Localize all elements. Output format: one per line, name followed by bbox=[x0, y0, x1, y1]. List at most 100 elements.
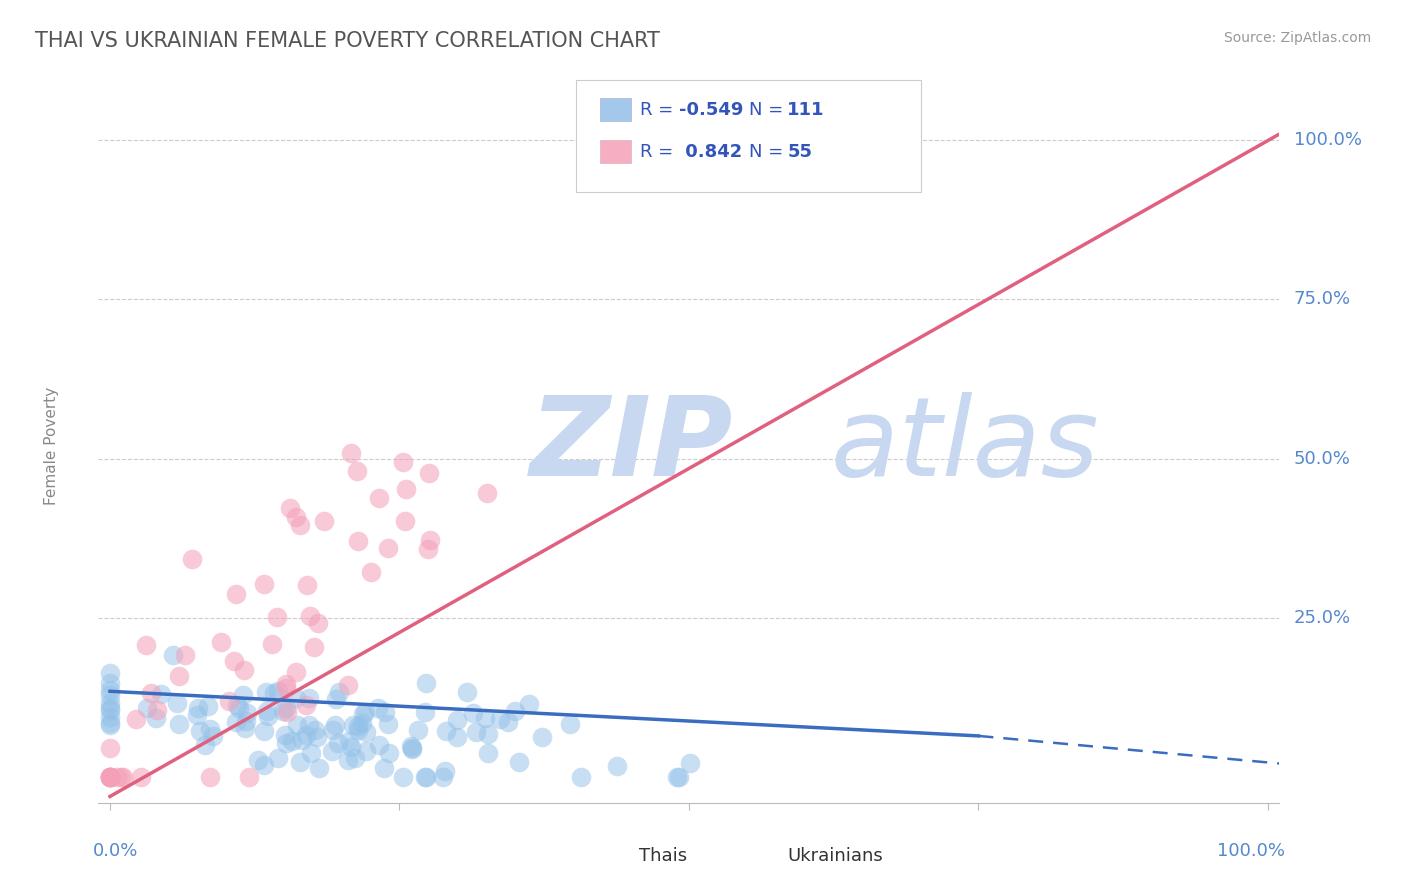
Point bbox=[281, 733, 304, 747]
Point bbox=[560, 716, 582, 731]
Point bbox=[569, 770, 592, 784]
Text: R =: R = bbox=[640, 101, 679, 119]
Point bbox=[517, 697, 540, 711]
Point bbox=[360, 566, 382, 580]
Point bbox=[328, 685, 350, 699]
Point bbox=[253, 577, 276, 591]
Point bbox=[352, 706, 374, 721]
Point bbox=[312, 515, 335, 529]
Point bbox=[401, 742, 423, 756]
Point bbox=[394, 514, 416, 528]
Point bbox=[463, 706, 485, 720]
Point bbox=[434, 723, 457, 738]
Text: -0.549: -0.549 bbox=[679, 101, 744, 119]
FancyBboxPatch shape bbox=[754, 847, 780, 865]
Text: ZIP: ZIP bbox=[530, 392, 733, 500]
Point bbox=[256, 709, 278, 723]
Point bbox=[416, 542, 439, 557]
Point bbox=[336, 752, 359, 766]
Point bbox=[167, 669, 190, 683]
Point bbox=[323, 717, 346, 731]
Text: 55: 55 bbox=[787, 143, 813, 161]
Point bbox=[98, 696, 121, 710]
Point bbox=[238, 770, 260, 784]
Point bbox=[321, 744, 343, 758]
Point bbox=[477, 486, 499, 500]
Point bbox=[260, 637, 283, 651]
Point bbox=[413, 770, 436, 784]
Point bbox=[337, 733, 360, 747]
Text: 0.0%: 0.0% bbox=[93, 842, 138, 860]
Point bbox=[367, 700, 389, 714]
Point bbox=[477, 727, 499, 741]
Point bbox=[162, 648, 184, 663]
Point bbox=[307, 730, 329, 744]
Point bbox=[505, 705, 527, 719]
Point bbox=[274, 728, 297, 742]
Point bbox=[247, 753, 270, 767]
FancyBboxPatch shape bbox=[606, 847, 633, 865]
Point bbox=[347, 723, 370, 738]
Point bbox=[209, 635, 232, 649]
Point bbox=[378, 746, 401, 760]
Point bbox=[285, 665, 308, 680]
Text: Thais: Thais bbox=[640, 847, 688, 865]
Point bbox=[299, 746, 322, 760]
Point bbox=[328, 736, 350, 750]
Point bbox=[267, 751, 290, 765]
Point bbox=[98, 703, 121, 717]
Point bbox=[98, 682, 121, 697]
Point bbox=[434, 764, 457, 779]
Text: Source: ZipAtlas.com: Source: ZipAtlas.com bbox=[1223, 31, 1371, 45]
Point bbox=[135, 639, 157, 653]
Point bbox=[322, 723, 344, 738]
Text: 75.0%: 75.0% bbox=[1294, 291, 1351, 309]
Point bbox=[253, 723, 276, 738]
Point bbox=[377, 717, 399, 731]
Point bbox=[98, 715, 121, 730]
Point bbox=[274, 701, 297, 715]
Point bbox=[290, 733, 312, 747]
Point bbox=[297, 691, 319, 706]
Point bbox=[401, 740, 423, 755]
Point bbox=[98, 770, 121, 784]
Point bbox=[150, 687, 173, 701]
Point bbox=[295, 727, 318, 741]
Point bbox=[288, 755, 311, 769]
Point bbox=[464, 724, 486, 739]
Point bbox=[280, 501, 302, 516]
Point bbox=[232, 688, 254, 702]
Point bbox=[419, 533, 441, 548]
Point bbox=[367, 491, 389, 505]
Point bbox=[98, 710, 121, 724]
Point bbox=[112, 770, 135, 784]
Point bbox=[256, 704, 278, 718]
Text: atlas: atlas bbox=[831, 392, 1099, 500]
Point bbox=[446, 714, 468, 728]
Point bbox=[392, 455, 415, 469]
Point bbox=[477, 746, 499, 760]
Point bbox=[124, 712, 146, 726]
Point bbox=[666, 770, 689, 784]
Point bbox=[354, 705, 377, 719]
Text: 100.0%: 100.0% bbox=[1294, 131, 1361, 149]
Point bbox=[377, 541, 399, 555]
Point bbox=[105, 770, 128, 784]
Point bbox=[668, 770, 690, 784]
Point bbox=[374, 705, 396, 719]
Point bbox=[456, 685, 478, 699]
Point bbox=[285, 717, 308, 731]
Point bbox=[235, 706, 257, 720]
Point bbox=[225, 714, 247, 729]
Text: N =: N = bbox=[749, 101, 789, 119]
Text: 50.0%: 50.0% bbox=[1294, 450, 1351, 467]
Point bbox=[530, 730, 553, 744]
Point bbox=[356, 744, 378, 758]
Point bbox=[187, 701, 209, 715]
Point bbox=[496, 715, 519, 730]
Text: Ukrainians: Ukrainians bbox=[787, 847, 883, 865]
Point bbox=[141, 686, 163, 700]
Point bbox=[346, 464, 368, 478]
Point bbox=[474, 711, 496, 725]
Point bbox=[233, 721, 256, 735]
